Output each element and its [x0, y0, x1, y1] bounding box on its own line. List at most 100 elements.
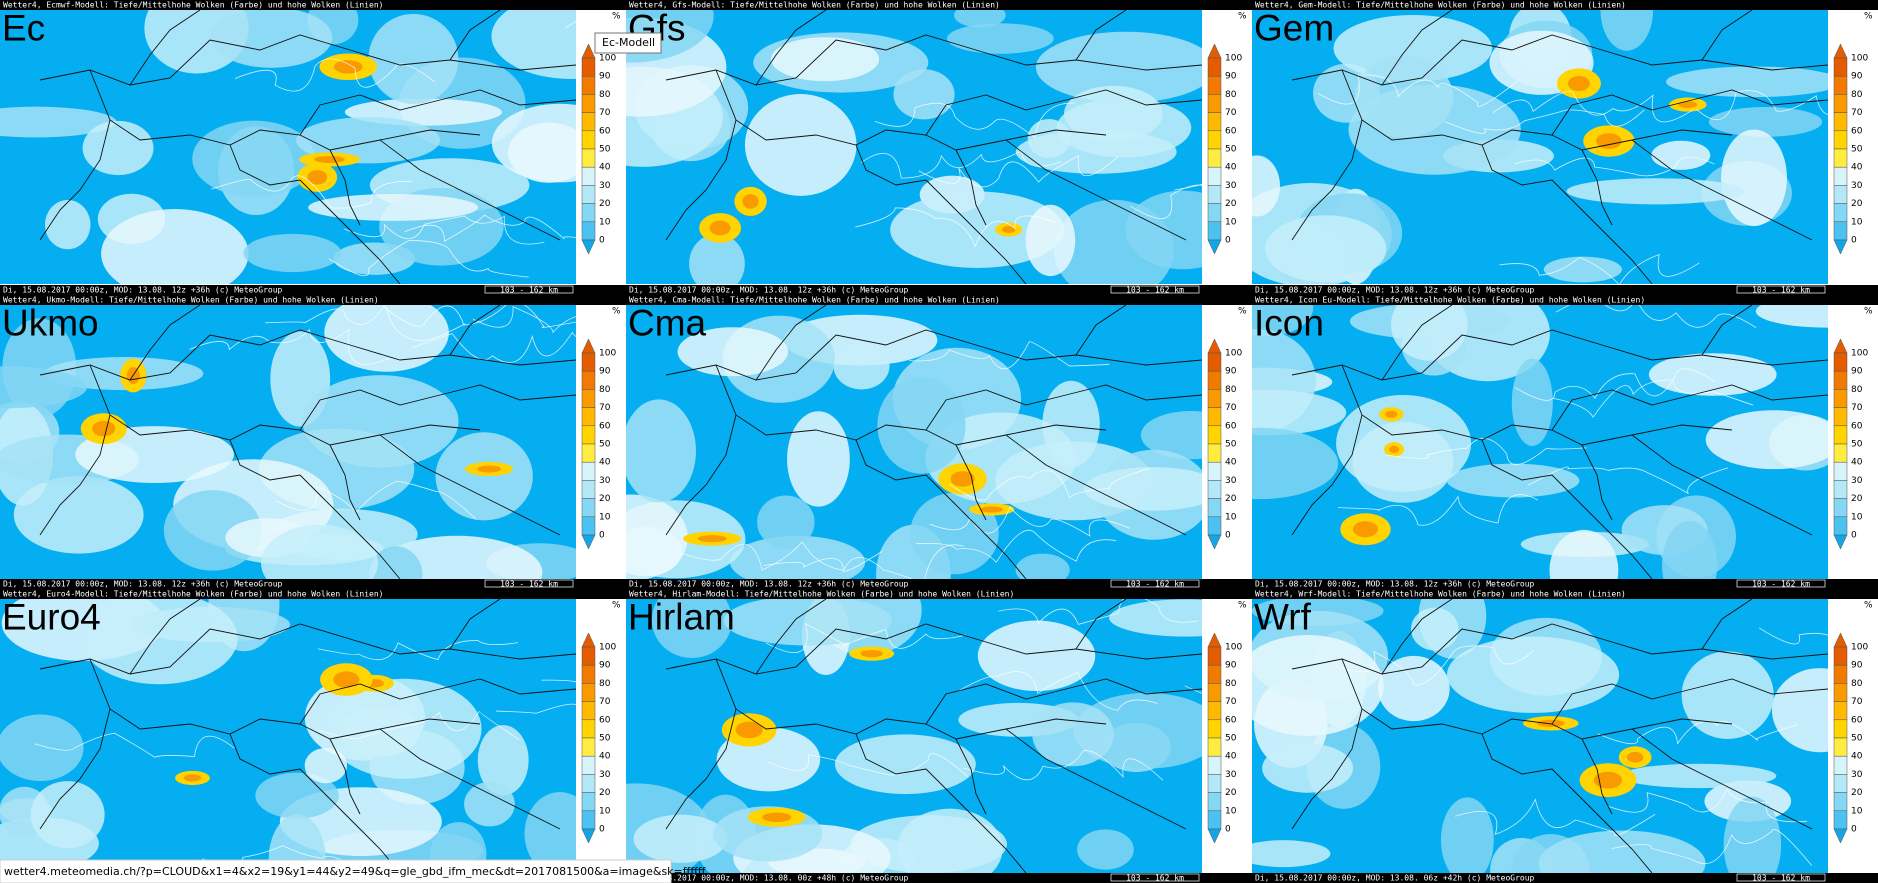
cloud-area: [1651, 140, 1711, 170]
colorbar-bottom: [1207, 828, 1222, 844]
colorbar-unit: %: [1238, 307, 1247, 317]
border: [925, 89, 1202, 136]
colorbar-label: 20: [1225, 788, 1237, 798]
contour: [949, 467, 1150, 501]
colorbar-band: [581, 407, 596, 427]
border: [715, 658, 1107, 740]
cloud-area: [877, 377, 966, 474]
cloud-area: [890, 191, 1065, 268]
colorbar-label: 70: [1851, 697, 1863, 707]
colorbar-label: 20: [599, 199, 611, 209]
tooltip-text: Ec-Modell: [602, 36, 655, 49]
colorbar-label: 90: [599, 367, 611, 377]
contour: [1527, 466, 1729, 495]
colorbar-unit: %: [612, 307, 621, 317]
colorbar-label: 60: [1851, 715, 1863, 725]
contour: [1386, 438, 1587, 465]
border: [379, 728, 561, 830]
cloud-area: [491, 103, 576, 183]
cloud-area: [677, 327, 789, 377]
colorbar-unit: %: [612, 12, 621, 22]
colorbar-label: 10: [1851, 512, 1863, 522]
contour: [998, 599, 1199, 625]
header-strip: [1252, 295, 1878, 305]
cloud-area: [689, 233, 745, 284]
colorbar-band: [1207, 683, 1222, 702]
contour: [1695, 90, 1828, 120]
colorbar-label: 10: [599, 806, 611, 816]
colorbar-label: 40: [1225, 458, 1237, 468]
colorbar-label: 10: [1851, 217, 1863, 227]
colorbar-band: [581, 646, 596, 666]
colorbar-label: 80: [599, 90, 611, 100]
colorbar-band: [1833, 498, 1848, 518]
colorbar-label: 30: [1225, 476, 1237, 486]
cloud-area: [1543, 256, 1622, 283]
colorbar-band: [581, 112, 596, 132]
border: [755, 305, 827, 381]
colorbar-band: [581, 370, 596, 390]
border: [1005, 434, 1187, 536]
cloud-core: [1678, 101, 1698, 109]
cloud-area: [744, 94, 857, 196]
colorbar-label: 100: [1851, 349, 1868, 359]
cloud-area: [464, 781, 515, 827]
cloud-core: [1001, 226, 1016, 234]
colorbar-band: [1833, 148, 1848, 168]
border: [665, 119, 737, 241]
colorbar-label: 30: [1851, 770, 1863, 780]
colorbar-band: [1207, 166, 1222, 186]
colorbar-band: [1833, 737, 1848, 757]
colorbar-band: [581, 130, 596, 150]
border: [329, 444, 361, 521]
colorbar-label: 100: [1225, 349, 1242, 359]
colorbar-label: 60: [1851, 126, 1863, 136]
border: [925, 384, 1202, 431]
cloud-area: [368, 13, 459, 104]
colorbar-label: 20: [599, 494, 611, 504]
contour: [265, 305, 466, 341]
model-name: Euro4: [2, 596, 101, 637]
cloud-area: [44, 200, 91, 250]
border: [665, 414, 737, 536]
border: [1381, 599, 1453, 675]
colorbar-label: 50: [1225, 440, 1237, 450]
footer-text: Di, 15.08.2017 00:00z, MOD: 13.08. 12z +…: [1255, 580, 1535, 589]
header-text: Wetter4, Gem-Modell: Tiefe/Mittelhohe Wo…: [1255, 1, 1626, 10]
contour: [412, 331, 576, 364]
border: [1381, 305, 1453, 381]
contour: [1758, 627, 1828, 645]
contour: [1455, 798, 1656, 836]
border: [1291, 34, 1828, 86]
border: [1291, 414, 1363, 536]
cloud-core: [307, 170, 328, 185]
border: [129, 10, 201, 86]
colorbar-band: [581, 792, 596, 812]
colorbar-label: 90: [1851, 72, 1863, 82]
colorbar-band: [1207, 75, 1222, 95]
colorbar-band: [1833, 755, 1848, 775]
map: Cma: [626, 302, 1202, 579]
scale-text: 103 - 162 km: [1752, 286, 1810, 295]
colorbar-band: [1833, 443, 1848, 463]
cloud-area: [626, 399, 696, 503]
colorbar-band: [581, 664, 596, 684]
colorbar-label: 50: [599, 734, 611, 744]
header-text: Wetter4, Ecmwf-Modell: Tiefe/Mittelhohe …: [3, 1, 384, 10]
colorbar-label: 40: [599, 458, 611, 468]
contour: [861, 150, 1062, 179]
colorbar-label: 40: [599, 752, 611, 762]
cloud-area: [1015, 553, 1070, 579]
border: [1381, 10, 1453, 86]
colorbar-band: [581, 480, 596, 499]
scale-text: 103 - 162 km: [1126, 580, 1184, 589]
border: [1631, 139, 1813, 241]
cloud-area: [1083, 467, 1202, 511]
colorbar-label: 80: [1225, 385, 1237, 395]
colorbar-band: [1207, 443, 1222, 463]
cloud-area: [1125, 190, 1202, 270]
